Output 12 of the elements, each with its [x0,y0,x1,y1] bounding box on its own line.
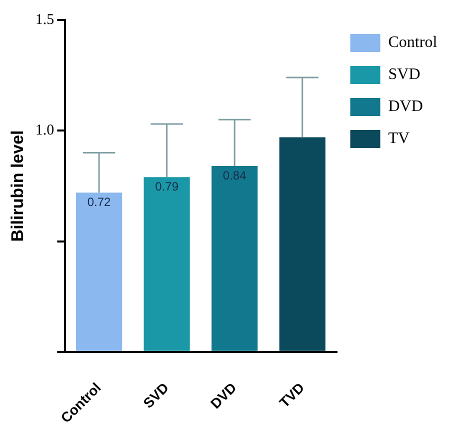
data-label: 0.79 [155,179,179,194]
legend-label: DVD [388,98,423,116]
data-label: 0.72 [87,194,112,209]
y-tick-label: 1.0 [35,122,54,139]
x-tick-label: TVD [276,379,308,411]
y-tick-label: 1.5 [35,12,54,28]
x-tick-label: SVD [140,379,172,412]
data-label: 0.84 [222,168,247,182]
legend-label: Control [388,34,438,52]
y-axis-title: Bilirubin level [8,130,27,242]
legend-label: SVD [388,66,420,84]
legend-label: TV [388,130,410,148]
